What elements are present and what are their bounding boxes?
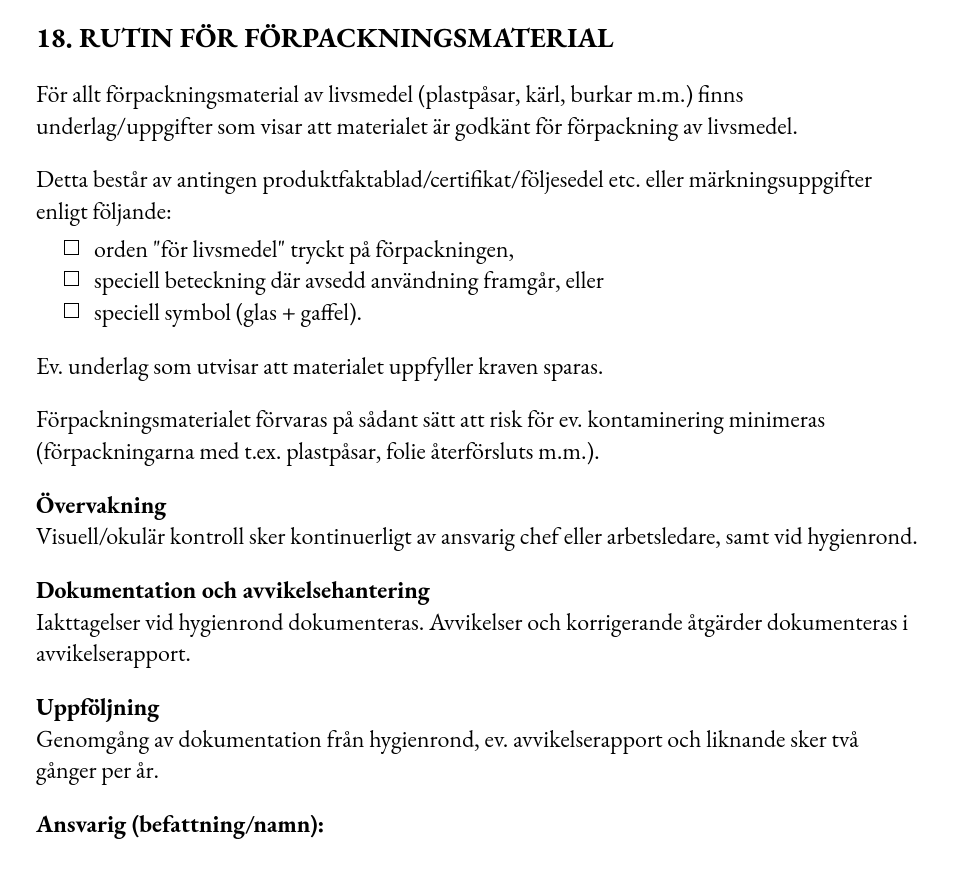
checkbox-icon bbox=[64, 240, 79, 255]
subsection-heading: Dokumentation och avvikelsehantering bbox=[36, 575, 920, 607]
paragraph: Förpackningsmaterialet förvaras på sådan… bbox=[36, 404, 920, 467]
section-uppfoljning: Uppföljning Genomgång av dokumentation f… bbox=[36, 692, 920, 787]
checklist: orden "för livsmedel" tryckt på förpackn… bbox=[36, 234, 920, 329]
checklist-item: speciell symbol (glas + gaffel). bbox=[36, 297, 920, 329]
subsection-body: Iakttagelser vid hygienrond dokumenteras… bbox=[36, 607, 920, 670]
subsection-body: Visuell/okulär kontroll sker kontinuerli… bbox=[36, 521, 920, 553]
subsection-heading: Uppföljning bbox=[36, 692, 920, 724]
checklist-item: orden "för livsmedel" tryckt på förpackn… bbox=[36, 234, 920, 266]
section-dokumentation: Dokumentation och avvikelsehantering Iak… bbox=[36, 575, 920, 670]
document-page: 18. RUTIN FÖR FÖRPACKNINGSMATERIAL För a… bbox=[0, 0, 960, 881]
checklist-item-label: speciell beteckning där avsedd användnin… bbox=[94, 265, 604, 296]
section-overvakning: Övervakning Visuell/okulär kontroll sker… bbox=[36, 490, 920, 553]
subsection-heading: Övervakning bbox=[36, 490, 920, 522]
checklist-item-label: orden "för livsmedel" tryckt på förpackn… bbox=[94, 234, 514, 265]
checkbox-icon bbox=[64, 303, 79, 318]
checklist-item: speciell beteckning där avsedd användnin… bbox=[36, 265, 920, 297]
paragraph-intro: För allt förpackningsmaterial av livsmed… bbox=[36, 79, 920, 142]
subsection-body: Genomgång av dokumentation från hygienro… bbox=[36, 724, 920, 787]
paragraph: Ev. underlag som utvisar att materialet … bbox=[36, 351, 920, 383]
checklist-item-label: speciell symbol (glas + gaffel). bbox=[94, 297, 362, 328]
subsection-heading-ansvarig: Ansvarig (befattning/namn): bbox=[36, 809, 920, 841]
paragraph-list-intro: Detta består av antingen produktfaktabla… bbox=[36, 164, 920, 227]
section-title: 18. RUTIN FÖR FÖRPACKNINGSMATERIAL bbox=[36, 20, 920, 57]
checkbox-icon bbox=[64, 271, 79, 286]
